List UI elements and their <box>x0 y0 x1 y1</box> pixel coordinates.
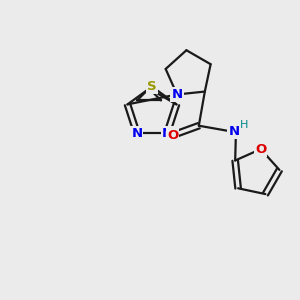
Text: O: O <box>255 142 266 156</box>
Text: N: N <box>131 127 142 140</box>
Text: N: N <box>162 127 173 140</box>
Text: S: S <box>147 80 157 93</box>
Text: H: H <box>240 120 248 130</box>
Text: N: N <box>228 125 239 138</box>
Text: O: O <box>167 129 178 142</box>
Text: N: N <box>172 88 183 101</box>
